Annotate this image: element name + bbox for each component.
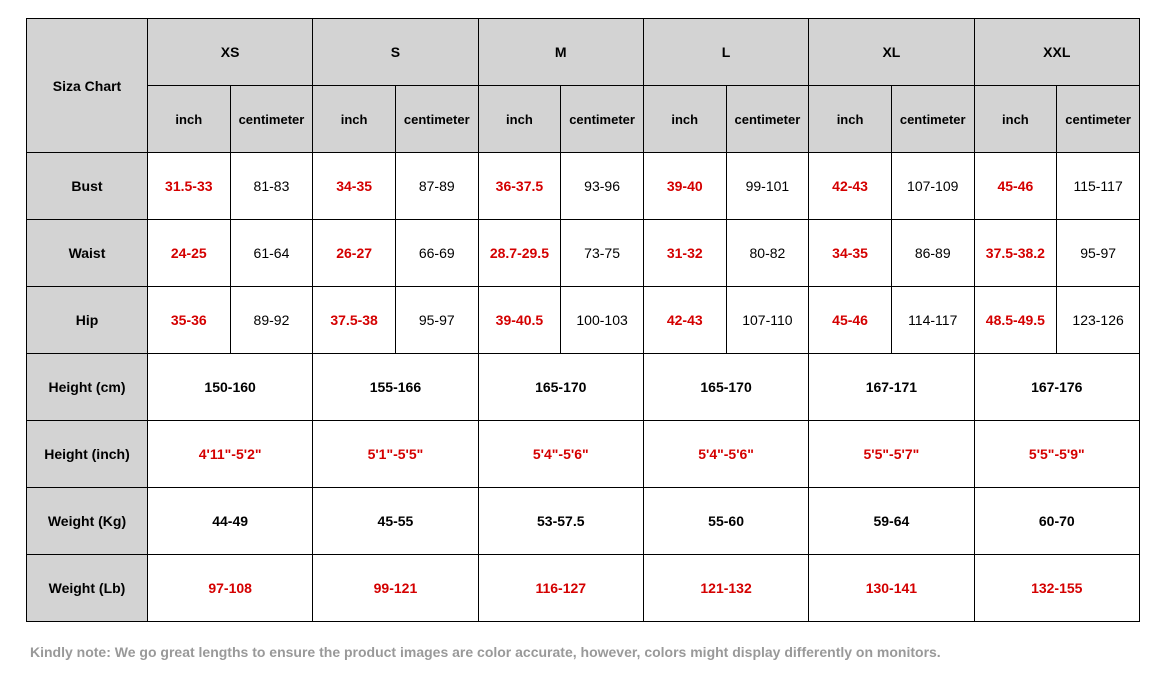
table-row-height-inch: Height (inch) 4'11"-5'2" 5'1"-5'5" 5'4"-… [27, 421, 1140, 488]
cell-inch: 26-27 [313, 220, 396, 287]
cell-inch: 37.5-38.2 [974, 220, 1057, 287]
cell-cm: 99-101 [726, 153, 809, 220]
cell-merged: 5'4"-5'6" [478, 421, 643, 488]
cell-merged: 99-121 [313, 555, 478, 622]
header-row-sizes: Siza Chart XS S M L XL XXL [27, 19, 1140, 86]
size-header: S [313, 19, 478, 86]
cell-inch: 42-43 [643, 287, 726, 354]
row-label: Weight (Lb) [27, 555, 148, 622]
cell-cm: 87-89 [395, 153, 478, 220]
cell-cm: 93-96 [561, 153, 644, 220]
cell-merged: 5'4"-5'6" [643, 421, 808, 488]
size-chart-table: Siza Chart XS S M L XL XXL inch centimet… [26, 18, 1140, 622]
header-row-units: inch centimeter inch centimeter inch cen… [27, 86, 1140, 153]
cell-merged: 116-127 [478, 555, 643, 622]
cell-merged: 167-176 [974, 354, 1139, 421]
unit-header-inch: inch [147, 86, 230, 153]
footer-note: Kindly note: We go great lengths to ensu… [26, 644, 1140, 660]
size-header: XL [809, 19, 974, 86]
cell-cm: 61-64 [230, 220, 313, 287]
row-label: Bust [27, 153, 148, 220]
cell-cm: 114-117 [891, 287, 974, 354]
cell-merged: 97-108 [147, 555, 312, 622]
cell-merged: 59-64 [809, 488, 974, 555]
cell-cm: 95-97 [395, 287, 478, 354]
cell-merged: 132-155 [974, 555, 1139, 622]
cell-merged: 5'1"-5'5" [313, 421, 478, 488]
cell-inch: 24-25 [147, 220, 230, 287]
cell-inch: 31-32 [643, 220, 726, 287]
table-row-weight-lb: Weight (Lb) 97-108 99-121 116-127 121-13… [27, 555, 1140, 622]
cell-merged: 165-170 [643, 354, 808, 421]
cell-merged: 150-160 [147, 354, 312, 421]
cell-inch: 36-37.5 [478, 153, 561, 220]
cell-merged: 55-60 [643, 488, 808, 555]
row-label: Hip [27, 287, 148, 354]
cell-cm: 89-92 [230, 287, 313, 354]
cell-cm: 115-117 [1057, 153, 1140, 220]
table-row-weight-kg: Weight (Kg) 44-49 45-55 53-57.5 55-60 59… [27, 488, 1140, 555]
table-row-waist: Waist 24-25 61-64 26-27 66-69 28.7-29.5 … [27, 220, 1140, 287]
unit-header-cm: centimeter [395, 86, 478, 153]
cell-inch: 28.7-29.5 [478, 220, 561, 287]
row-label: Height (cm) [27, 354, 148, 421]
cell-inch: 39-40 [643, 153, 726, 220]
cell-inch: 48.5-49.5 [974, 287, 1057, 354]
cell-cm: 123-126 [1057, 287, 1140, 354]
cell-cm: 95-97 [1057, 220, 1140, 287]
unit-header-cm: centimeter [891, 86, 974, 153]
unit-header-inch: inch [313, 86, 396, 153]
table-row-height-cm: Height (cm) 150-160 155-166 165-170 165-… [27, 354, 1140, 421]
cell-merged: 53-57.5 [478, 488, 643, 555]
unit-header-inch: inch [478, 86, 561, 153]
size-header: XXL [974, 19, 1139, 86]
cell-merged: 60-70 [974, 488, 1139, 555]
cell-cm: 66-69 [395, 220, 478, 287]
cell-cm: 100-103 [561, 287, 644, 354]
size-header: XS [147, 19, 312, 86]
cell-inch: 35-36 [147, 287, 230, 354]
cell-cm: 81-83 [230, 153, 313, 220]
cell-inch: 39-40.5 [478, 287, 561, 354]
cell-merged: 167-171 [809, 354, 974, 421]
cell-merged: 165-170 [478, 354, 643, 421]
unit-header-cm: centimeter [230, 86, 313, 153]
row-label: Waist [27, 220, 148, 287]
table-row-bust: Bust 31.5-33 81-83 34-35 87-89 36-37.5 9… [27, 153, 1140, 220]
cell-inch: 31.5-33 [147, 153, 230, 220]
size-header: L [643, 19, 808, 86]
cell-inch: 34-35 [313, 153, 396, 220]
cell-cm: 107-109 [891, 153, 974, 220]
cell-merged: 44-49 [147, 488, 312, 555]
unit-header-inch: inch [643, 86, 726, 153]
cell-merged: 5'5"-5'9" [974, 421, 1139, 488]
cell-inch: 37.5-38 [313, 287, 396, 354]
cell-cm: 73-75 [561, 220, 644, 287]
corner-label: Siza Chart [27, 19, 148, 153]
size-header: M [478, 19, 643, 86]
row-label: Height (inch) [27, 421, 148, 488]
cell-merged: 155-166 [313, 354, 478, 421]
cell-merged: 5'5"-5'7" [809, 421, 974, 488]
cell-inch: 45-46 [809, 287, 892, 354]
unit-header-cm: centimeter [726, 86, 809, 153]
table-row-hip: Hip 35-36 89-92 37.5-38 95-97 39-40.5 10… [27, 287, 1140, 354]
unit-header-inch: inch [809, 86, 892, 153]
cell-inch: 45-46 [974, 153, 1057, 220]
cell-inch: 42-43 [809, 153, 892, 220]
unit-header-cm: centimeter [561, 86, 644, 153]
unit-header-cm: centimeter [1057, 86, 1140, 153]
cell-cm: 86-89 [891, 220, 974, 287]
cell-merged: 121-132 [643, 555, 808, 622]
cell-merged: 4'11"-5'2" [147, 421, 312, 488]
row-label: Weight (Kg) [27, 488, 148, 555]
cell-merged: 130-141 [809, 555, 974, 622]
cell-cm: 80-82 [726, 220, 809, 287]
unit-header-inch: inch [974, 86, 1057, 153]
cell-merged: 45-55 [313, 488, 478, 555]
cell-inch: 34-35 [809, 220, 892, 287]
cell-cm: 107-110 [726, 287, 809, 354]
